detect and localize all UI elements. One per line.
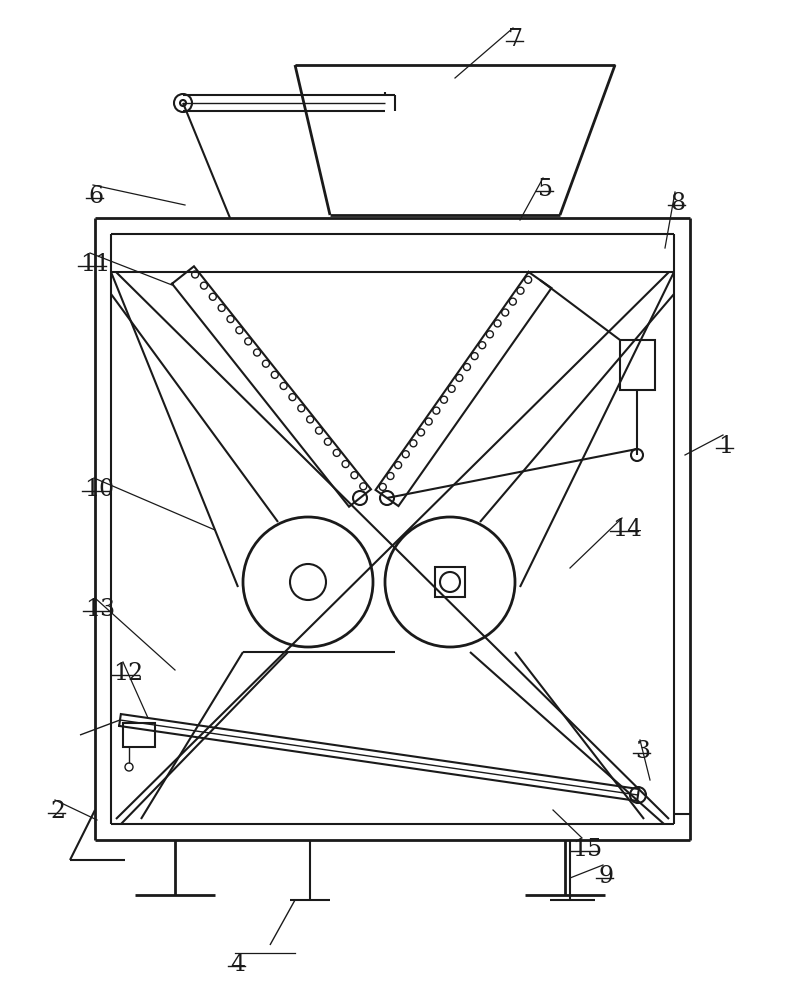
Text: 6: 6 xyxy=(88,185,103,208)
Text: 1: 1 xyxy=(718,435,733,458)
Text: 10: 10 xyxy=(84,478,114,501)
Bar xyxy=(435,567,465,597)
Bar xyxy=(123,723,155,747)
Text: 4: 4 xyxy=(230,953,245,976)
Text: 9: 9 xyxy=(598,865,613,888)
Text: 15: 15 xyxy=(572,838,602,861)
Text: 8: 8 xyxy=(670,192,685,215)
Text: 3: 3 xyxy=(635,740,650,763)
Text: 11: 11 xyxy=(80,253,110,276)
Text: 14: 14 xyxy=(612,518,642,541)
Text: 12: 12 xyxy=(113,662,143,685)
Text: 2: 2 xyxy=(50,800,65,823)
Text: 7: 7 xyxy=(508,28,523,51)
Text: 13: 13 xyxy=(85,598,115,621)
Bar xyxy=(620,340,655,390)
Text: 5: 5 xyxy=(538,178,553,201)
